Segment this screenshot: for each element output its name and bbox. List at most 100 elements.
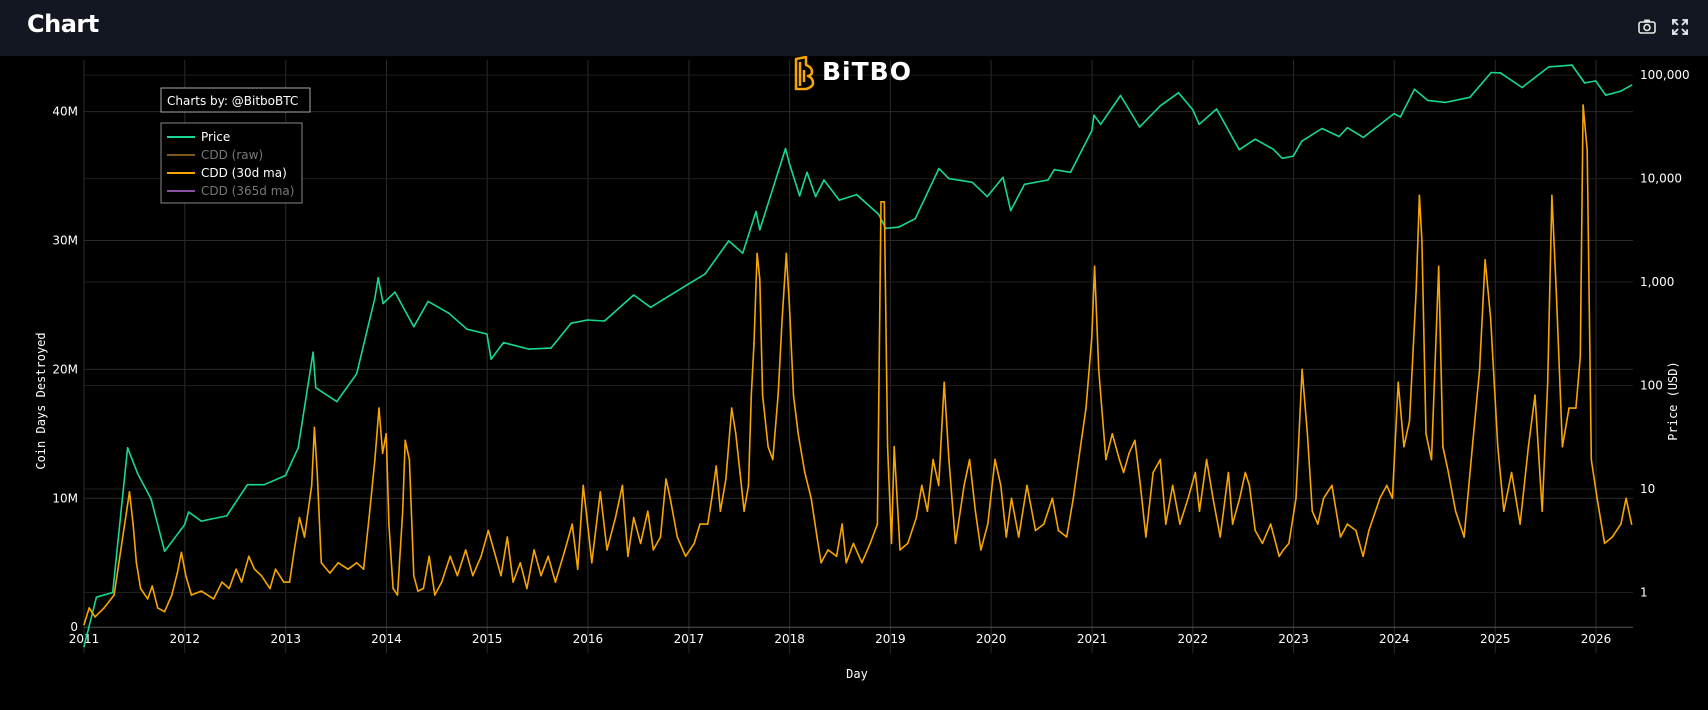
x-tick-label: 2015 [472, 632, 503, 646]
data-point [1261, 542, 1264, 545]
legend-item-price[interactable]: Price [167, 130, 230, 144]
data-point [599, 491, 602, 493]
data-point [404, 439, 407, 442]
data-point [1238, 497, 1241, 500]
data-point [852, 542, 855, 545]
data-point [1596, 497, 1598, 500]
data-point [493, 549, 495, 551]
data-point [156, 607, 159, 609]
data-point [948, 177, 950, 180]
data-point [869, 542, 871, 545]
data-point [564, 549, 566, 551]
data-point [1561, 445, 1564, 448]
data-point [320, 562, 323, 564]
y2-tick-label: 10 [1640, 482, 1655, 496]
data-point [756, 252, 758, 255]
data-point [1023, 183, 1026, 186]
data-point [512, 581, 514, 583]
data-point [1331, 484, 1333, 487]
data-point [274, 568, 277, 570]
data-point [1295, 497, 1297, 500]
data-point [1426, 99, 1429, 102]
data-point [1541, 510, 1543, 512]
data-point [876, 523, 879, 525]
data-point [963, 484, 965, 487]
series-price [83, 64, 1633, 648]
data-point [1437, 265, 1440, 268]
data-point [235, 568, 237, 570]
data-point [759, 229, 761, 231]
data-point [151, 585, 153, 587]
data-point [893, 445, 895, 448]
data-point [1047, 179, 1049, 181]
data-point [434, 594, 436, 596]
data-point [316, 471, 319, 474]
data-point [880, 201, 882, 203]
data-point [627, 555, 629, 558]
x-tick-label: 2014 [371, 632, 402, 646]
fullscreen-icon[interactable] [1669, 16, 1691, 38]
data-point [899, 549, 901, 551]
data-point [1355, 529, 1357, 532]
camera-icon[interactable] [1636, 16, 1658, 38]
data-point [814, 195, 817, 198]
data-point [103, 607, 105, 609]
data-point [725, 478, 727, 480]
legend-item-cdd-30d[interactable]: CDD (30d ma) [167, 166, 287, 180]
data-point [1093, 114, 1095, 116]
x-tick-label: 2024 [1379, 632, 1410, 646]
data-point [767, 445, 769, 448]
legend-item-cdd-raw[interactable]: CDD (raw) [167, 148, 263, 162]
data-point [798, 195, 801, 197]
data-point [1499, 72, 1502, 74]
data-point [907, 542, 909, 545]
data-point [1611, 536, 1614, 538]
data-point [336, 400, 338, 403]
data-point [1317, 523, 1319, 525]
data-point [1425, 433, 1427, 435]
chart-area[interactable]: 0 10M 20M 30M 40M 1 10 100 1,000 10,000 100,000 2… [0, 55, 1708, 705]
data-point [1187, 497, 1189, 500]
data-point [1444, 101, 1447, 104]
data-point [1118, 458, 1121, 461]
data-point [1415, 291, 1417, 293]
data-point [704, 273, 706, 275]
data-point [284, 474, 287, 477]
data-point [1339, 536, 1342, 538]
x-tick-label: 2016 [573, 632, 604, 646]
data-point [621, 484, 624, 487]
data-point [1254, 138, 1256, 140]
data-point [614, 516, 617, 519]
data-point [263, 483, 266, 486]
data-point [586, 523, 589, 525]
data-point [1497, 445, 1499, 448]
data-point [915, 516, 918, 519]
data-point [1091, 336, 1093, 339]
data-point [719, 510, 722, 512]
chart-svg[interactable]: 0 10M 20M 30M 40M 1 10 100 1,000 10,000 100,000 2… [0, 55, 1708, 705]
x-tick-label: 2012 [169, 632, 200, 646]
data-point [1145, 536, 1147, 538]
data-point [1152, 471, 1154, 474]
data-point [1069, 171, 1072, 174]
data-point [1590, 458, 1593, 461]
data-point [388, 523, 390, 525]
x-tick-label: 2013 [270, 632, 301, 646]
data-point [362, 568, 365, 570]
data-point [669, 497, 671, 500]
data-point [855, 193, 858, 196]
data-point [128, 491, 131, 493]
data-point [428, 555, 431, 558]
data-point [1463, 536, 1465, 538]
data-point [1093, 265, 1096, 268]
data-point [526, 587, 528, 590]
legend-item-cdd-365d[interactable]: CDD (365d ma) [167, 184, 294, 198]
data-point [1043, 523, 1045, 525]
data-point [1272, 148, 1275, 151]
y2-tick-label: 100,000 [1640, 68, 1690, 82]
data-point [684, 555, 687, 558]
data-point [550, 347, 552, 349]
data-point [890, 542, 893, 545]
data-point [937, 484, 940, 487]
data-point [1105, 458, 1107, 461]
